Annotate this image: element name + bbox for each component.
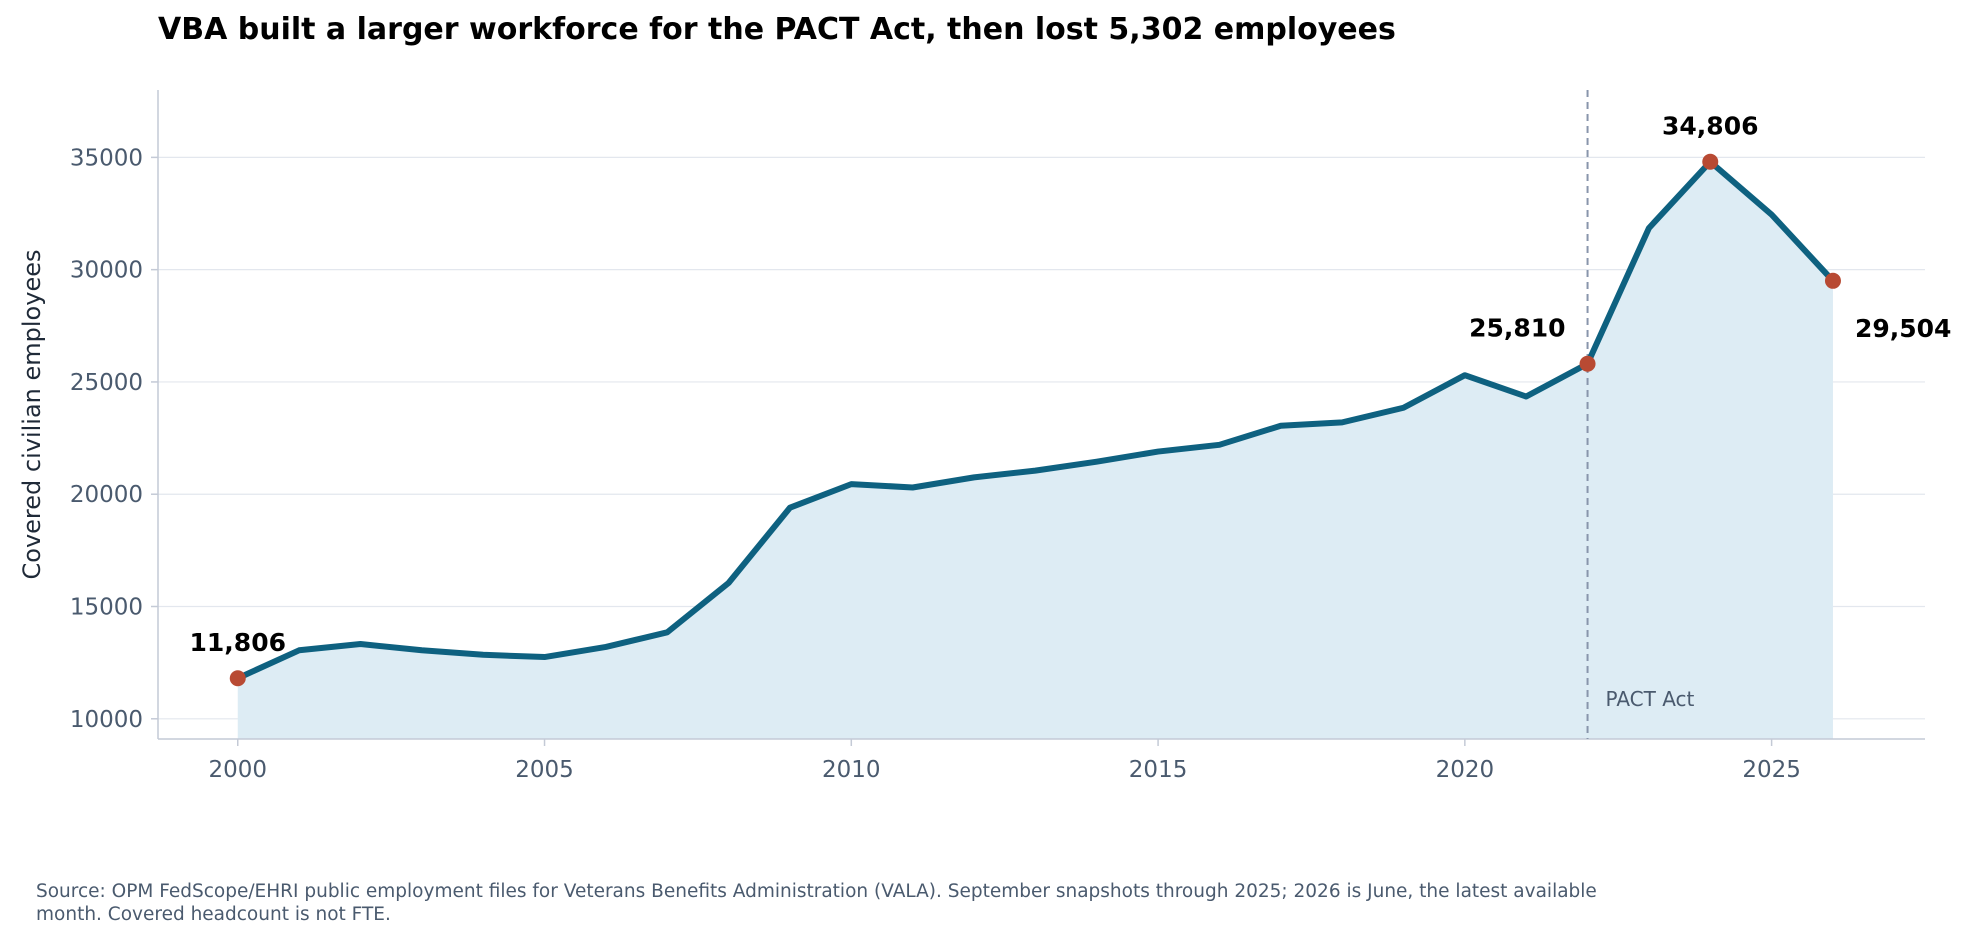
x-tick-label: 2015 <box>1129 757 1188 783</box>
y-tick-label: 15000 <box>70 595 143 621</box>
y-axis-label: Covered civilian employees <box>18 250 46 580</box>
x-tick-label: 2025 <box>1742 757 1801 783</box>
y-tick-label: 30000 <box>70 258 143 284</box>
chart-title: VBA built a larger workforce for the PAC… <box>158 12 1396 47</box>
x-tick-label: 2005 <box>515 757 574 783</box>
highlight-marker <box>229 670 246 687</box>
data-label: 11,806 <box>190 628 286 657</box>
series-area <box>237 161 1833 739</box>
data-label: 25,810 <box>1469 314 1565 343</box>
highlight-marker <box>1702 153 1719 170</box>
source-note: Source: OPM FedScope/EHRI public employm… <box>36 881 1597 925</box>
data-label: 34,806 <box>1662 112 1758 141</box>
highlight-marker <box>1824 272 1841 289</box>
highlight-marker <box>1579 355 1596 372</box>
y-tick-label: 20000 <box>70 482 143 508</box>
series-line <box>234 158 1836 682</box>
event-label: PACT Act <box>1606 687 1695 711</box>
x-tick-label: 2020 <box>1436 757 1495 783</box>
y-tick-label: 25000 <box>70 370 143 396</box>
y-tick-label: 10000 <box>70 707 143 733</box>
x-tick-label: 2010 <box>822 757 881 783</box>
data-label: 29,504 <box>1855 314 1951 343</box>
x-tick-label: 2000 <box>208 757 267 783</box>
y-tick-label: 35000 <box>70 145 143 171</box>
